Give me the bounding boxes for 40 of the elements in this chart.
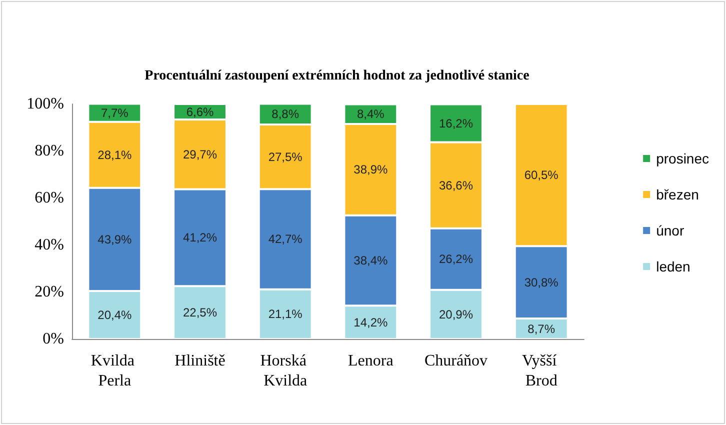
data-label: 22,5% [182,306,218,320]
y-tick-label: 100% [26,96,64,112]
data-label: 26,2% [438,252,474,266]
data-label: 36,6% [438,178,474,192]
x-tick-label: Kvilda Perla [90,352,138,390]
data-label: 38,9% [354,162,388,177]
data-label: 43,9% [98,232,132,246]
data-label: 30,8% [524,275,559,290]
y-tick-label: 80% [34,142,64,160]
data-label: 8,7% [528,322,556,336]
data-label: 20,4% [98,308,132,322]
x-tick-label: Vyšší Brod [522,352,561,390]
legend-label: březen [656,186,699,202]
data-label: 38,4% [354,254,388,268]
data-label: 20,9% [438,307,474,322]
data-label: 8,4% [356,107,385,122]
data-label: 60,5% [524,168,559,182]
legend-label: únor [656,222,684,238]
y-tick-label: 20% [34,284,64,300]
data-label: 21,1% [268,307,303,322]
data-label: 16,2% [438,116,474,130]
chart-title: Procentuální zastoupení extrémních hodnot za jednotlivé stanice [144,68,530,84]
x-tick-label: Horská Kvilda [260,352,310,390]
y-tick-label: 0% [42,330,64,348]
data-label: 7,7% [100,106,129,120]
data-label: 6,6% [186,104,214,119]
x-tick-label: Lenora [348,352,394,370]
data-label: 29,7% [182,147,218,162]
data-label: 42,7% [268,232,303,246]
x-tick-label: Churáňov [424,352,488,370]
data-label: 8,8% [272,107,300,122]
data-label: 28,1% [98,148,132,162]
legend-label: prosinec [656,150,710,166]
x-tick-label: Hliniště [174,352,226,370]
data-label: 41,2% [182,230,218,245]
data-label: 27,5% [268,150,303,164]
legend-label: leden [656,258,690,274]
y-tick-label: 40% [34,236,64,254]
y-tick-label: 60% [34,190,64,206]
data-label: 14,2% [354,315,388,330]
